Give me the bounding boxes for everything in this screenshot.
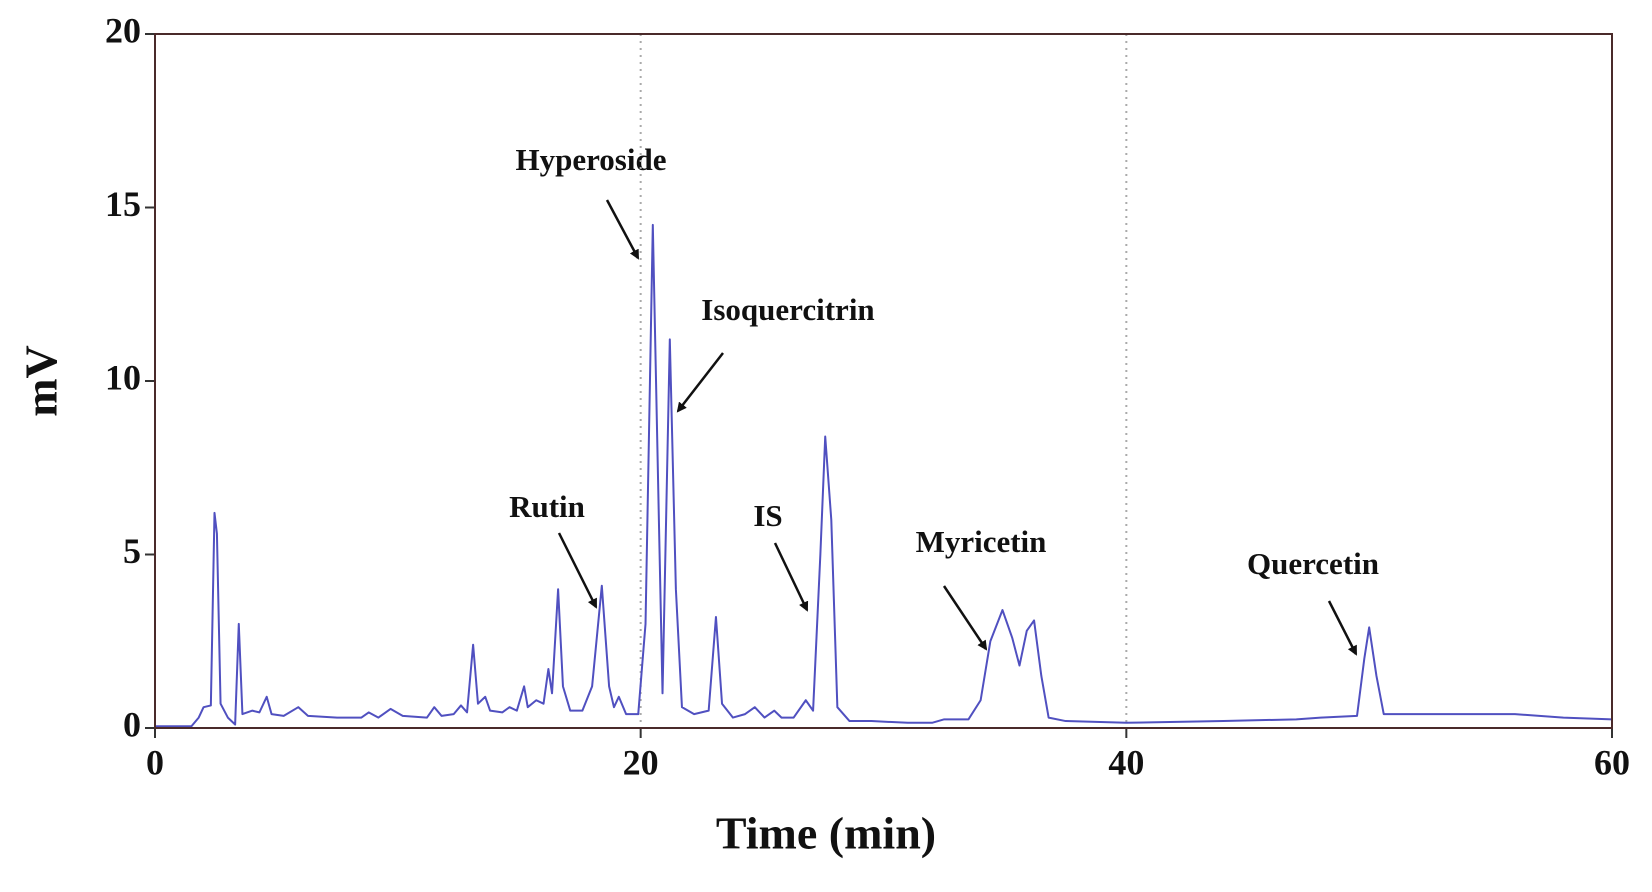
annotation: IS [753, 498, 782, 533]
annotation: Rutin [509, 489, 585, 524]
plot-frame [154, 33, 1613, 729]
y-tick-label: 0 [123, 704, 141, 744]
y-axis-title: mV [16, 345, 67, 417]
x-tick-label: 0 [146, 742, 164, 782]
x-axis-title: Time (min) [716, 808, 936, 859]
x-tick-label: 60 [1594, 742, 1630, 782]
annotation: Myricetin [916, 524, 1047, 559]
annotation: Isoquercitrin [701, 292, 874, 327]
arrow [557, 532, 598, 609]
arrow [942, 585, 988, 651]
arrow [1327, 600, 1358, 656]
annotation: Hyperoside [516, 142, 667, 177]
annotation: Quercetin [1247, 546, 1379, 581]
arrow [605, 199, 640, 260]
y-tick-label: 20 [105, 10, 141, 50]
arrow [773, 542, 809, 612]
y-tick-label: 10 [105, 357, 141, 397]
y-tick-label: 15 [105, 184, 141, 224]
x-tick-label: 40 [1108, 742, 1144, 782]
y-tick-label: 5 [123, 531, 141, 571]
x-tick-label: 20 [623, 742, 659, 782]
trace [155, 223, 1613, 728]
arrow [676, 352, 724, 413]
